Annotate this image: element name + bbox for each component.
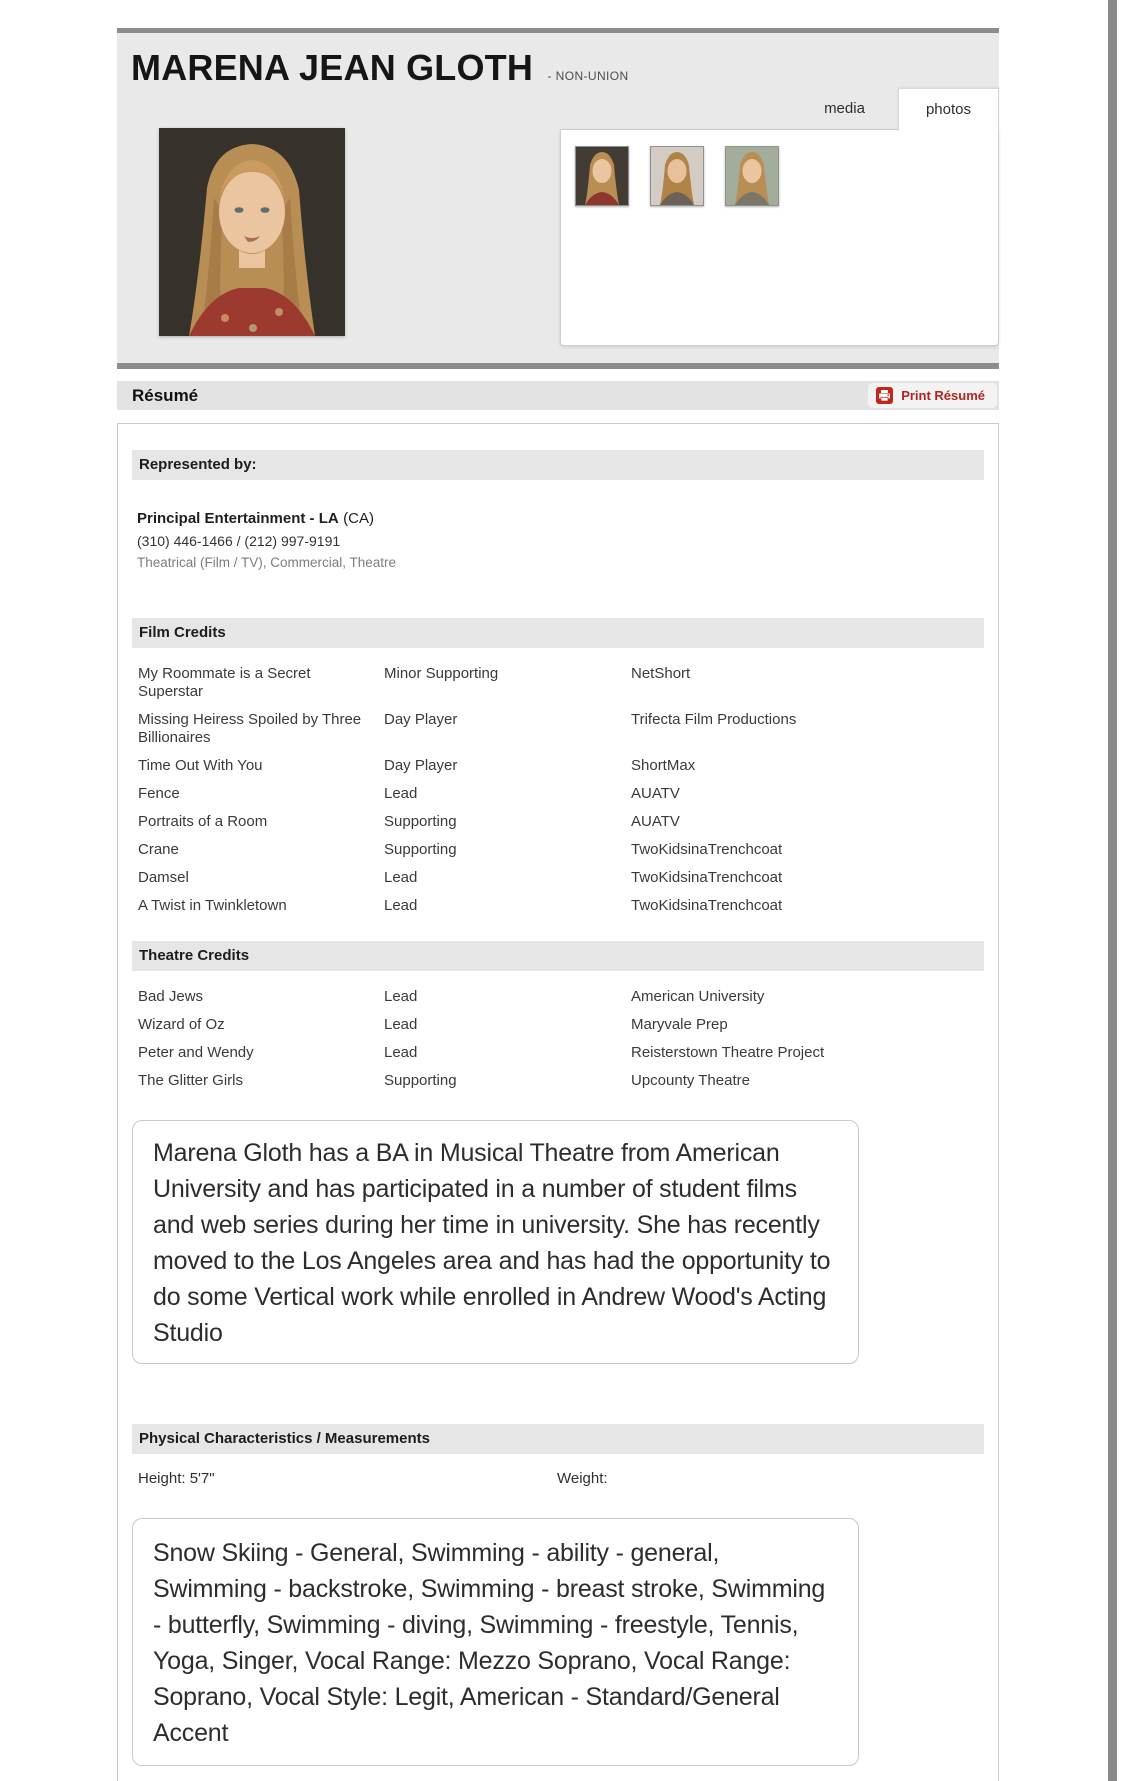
table-row: My Roommate is a Secret Superstar Minor …: [132, 660, 984, 706]
thumbnail-image: [651, 147, 703, 205]
credit-company: AUATV: [631, 785, 680, 802]
table-row: Fence Lead AUATV: [132, 780, 984, 808]
skills-text: Snow Skiing - General, Swimming - abilit…: [132, 1518, 859, 1766]
resume-content: Represented by: Principal Entertainment …: [117, 423, 999, 1781]
weight-label: Weight:: [557, 1470, 608, 1487]
credit-title: The Glitter Girls: [138, 1072, 244, 1089]
name-line: MARENA JEAN GLOTH - NON-UNION: [117, 33, 999, 89]
agency-phones: (310) 446-1466 / (212) 997-9191: [137, 533, 341, 549]
header-bottom-divider: [117, 363, 999, 369]
credit-role: Day Player: [384, 711, 458, 728]
credit-role: Lead: [384, 1016, 418, 1033]
credit-title: Wizard of Oz: [138, 1016, 225, 1033]
credit-company: American University: [631, 988, 765, 1005]
tab-photos[interactable]: photos: [898, 88, 999, 131]
credit-company: NetShort: [631, 665, 691, 682]
credit-title: Damsel: [138, 869, 189, 886]
table-row: Peter and Wendy Lead Reisterstown Theatr…: [132, 1039, 984, 1067]
printer-icon: [876, 387, 894, 404]
credit-company: TwoKidsinaTrenchcoat: [631, 841, 783, 858]
physical-characteristics-header: Physical Characteristics / Measurements: [132, 1424, 984, 1454]
credit-company: TwoKidsinaTrenchcoat: [631, 869, 783, 886]
credit-company: Trifecta Film Productions: [631, 711, 797, 728]
print-resume-button[interactable]: Print Résumé: [868, 383, 997, 408]
credit-role: Supporting: [384, 841, 457, 858]
film-credits-header: Film Credits: [132, 618, 984, 648]
credit-company: TwoKidsinaTrenchcoat: [631, 897, 783, 914]
credit-role: Supporting: [384, 813, 457, 830]
credit-title: Peter and Wendy: [138, 1044, 254, 1061]
credit-company: Reisterstown Theatre Project: [631, 1044, 825, 1061]
representation-block: Principal Entertainment - LA (CA) (310) …: [137, 510, 984, 570]
page-title: MARENA JEAN GLOTH: [131, 47, 534, 88]
credit-title: Fence: [138, 785, 180, 802]
credit-role: Minor Supporting: [384, 665, 499, 682]
credit-role: Lead: [384, 785, 418, 802]
credit-role: Lead: [384, 869, 418, 886]
photo-thumbnail-3[interactable]: [725, 146, 779, 206]
tab-media[interactable]: media: [824, 100, 865, 117]
credit-role: Lead: [384, 897, 418, 914]
credit-title: Portraits of a Room: [138, 813, 268, 830]
credit-company: AUATV: [631, 813, 680, 830]
top-divider: [117, 28, 999, 33]
table-row: Damsel Lead TwoKidsinaTrenchcoat: [132, 864, 984, 892]
credit-title: A Twist in Twinkletown: [138, 897, 287, 914]
credit-role: Lead: [384, 988, 418, 1005]
table-row: Bad Jews Lead American University: [132, 983, 984, 1011]
bio-text: Marena Gloth has a BA in Musical Theatre…: [132, 1120, 859, 1364]
credit-role: Lead: [384, 1044, 418, 1061]
agency-categories: Theatrical (Film / TV), Commercial, Thea…: [137, 555, 397, 570]
scrollbar-thumb[interactable]: [1108, 0, 1117, 1781]
profile-header: MARENA JEAN GLOTH - NON-UNION: [117, 33, 999, 363]
thumbnail-image: [726, 147, 778, 205]
table-row: Portraits of a Room Supporting AUATV: [132, 808, 984, 836]
table-row: Time Out With You Day Player ShortMax: [132, 752, 984, 780]
media-tabs: media photos: [791, 88, 999, 131]
table-row: A Twist in Twinkletown Lead TwoKidsinaTr…: [132, 892, 984, 920]
credit-title: Missing Heiress Spoiled by Three Billion…: [138, 711, 362, 746]
resume-section-bar: Résumé Print Résumé: [117, 381, 999, 410]
credit-title: My Roommate is a Secret Superstar: [138, 665, 311, 700]
height-weight-row: Height: 5'7" Weight:: [132, 1470, 984, 1488]
photos-panel: [560, 129, 999, 346]
thumbnail-image: [576, 147, 628, 205]
film-credits-table: My Roommate is a Secret Superstar Minor …: [132, 660, 984, 920]
thumbnail-strip: [561, 130, 998, 206]
represented-by-header: Represented by:: [132, 450, 984, 480]
agency-line: Principal Entertainment - LA (CA): [137, 510, 984, 528]
height-field: Height: 5'7": [138, 1470, 215, 1487]
credit-role: Day Player: [384, 757, 458, 774]
credit-title: Bad Jews: [138, 988, 204, 1005]
theatre-credits-header: Theatre Credits: [132, 941, 984, 971]
height-label: Height:: [138, 1470, 186, 1487]
credit-role: Supporting: [384, 1072, 457, 1089]
resume-section-title: Résumé: [132, 385, 199, 405]
table-row: Crane Supporting TwoKidsinaTrenchcoat: [132, 836, 984, 864]
credit-title: Time Out With You: [138, 757, 263, 774]
photo-thumbnail-2[interactable]: [650, 146, 704, 206]
credit-company: Maryvale Prep: [631, 1016, 728, 1033]
theatre-credits-table: Bad Jews Lead American University Wizard…: [132, 983, 984, 1095]
credit-company: Upcounty Theatre: [631, 1072, 750, 1089]
headshot-photo[interactable]: [159, 128, 345, 336]
table-row: Missing Heiress Spoiled by Three Billion…: [132, 706, 984, 752]
height-value: 5'7": [189, 1470, 215, 1487]
print-resume-label: Print Résumé: [901, 388, 985, 403]
table-row: The Glitter Girls Supporting Upcounty Th…: [132, 1067, 984, 1095]
credit-title: Crane: [138, 841, 179, 858]
content-column: MARENA JEAN GLOTH - NON-UNION: [117, 0, 999, 1781]
headshot-image: [159, 128, 345, 336]
agency-name: Principal Entertainment - LA: [137, 510, 339, 527]
union-status: - NON-UNION: [547, 69, 629, 83]
photo-thumbnail-1[interactable]: [575, 146, 629, 206]
credit-company: ShortMax: [631, 757, 696, 774]
agency-location: (CA): [343, 510, 374, 527]
table-row: Wizard of Oz Lead Maryvale Prep: [132, 1011, 984, 1039]
